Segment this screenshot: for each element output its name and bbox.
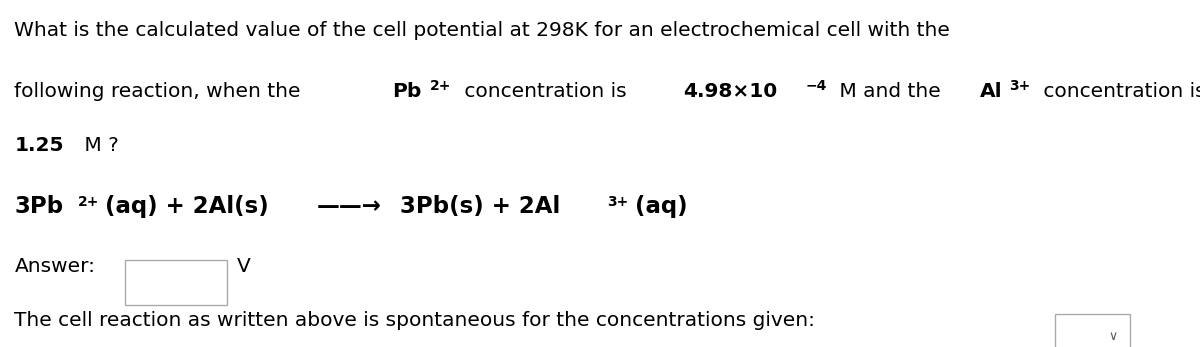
FancyBboxPatch shape — [125, 260, 227, 305]
Text: ——→: ——→ — [317, 195, 382, 218]
Text: M and the: M and the — [833, 82, 947, 101]
Text: Answer:: Answer: — [14, 257, 96, 277]
Text: M ?: M ? — [78, 136, 119, 155]
Text: (aq): (aq) — [635, 195, 688, 218]
Text: V: V — [236, 257, 251, 277]
Text: ∨: ∨ — [1108, 330, 1117, 343]
Text: 3+: 3+ — [607, 195, 629, 209]
Text: 3+: 3+ — [1009, 78, 1031, 93]
FancyBboxPatch shape — [1055, 314, 1129, 347]
Text: 2+: 2+ — [431, 78, 451, 93]
Text: 3Pb: 3Pb — [14, 195, 64, 218]
Text: 2+: 2+ — [78, 195, 100, 209]
Text: The cell reaction as written above is spontaneous for the concentrations given:: The cell reaction as written above is sp… — [14, 311, 816, 330]
Text: 3Pb(s) + 2Al: 3Pb(s) + 2Al — [401, 195, 560, 218]
Text: concentration is: concentration is — [1037, 82, 1200, 101]
Text: Al: Al — [980, 82, 1003, 101]
Text: 1.25: 1.25 — [14, 136, 64, 155]
Text: −4: −4 — [805, 78, 827, 93]
Text: 4.98×10: 4.98×10 — [684, 82, 778, 101]
Text: Pb: Pb — [392, 82, 421, 101]
Text: following reaction, when the: following reaction, when the — [14, 82, 307, 101]
Text: What is the calculated value of the cell potential at 298K for an electrochemica: What is the calculated value of the cell… — [14, 22, 950, 41]
Text: concentration is: concentration is — [457, 82, 632, 101]
Text: (aq) + 2Al(s): (aq) + 2Al(s) — [106, 195, 269, 218]
